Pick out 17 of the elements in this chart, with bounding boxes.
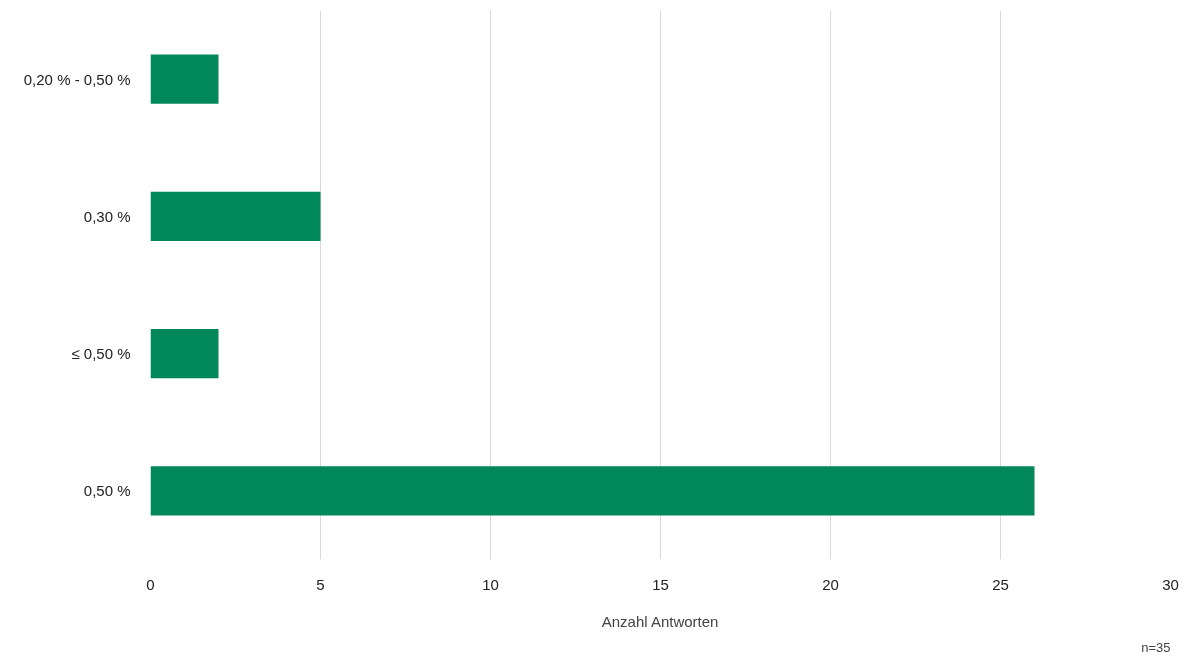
bar (150, 191, 321, 242)
x-tick-label: 30 (1162, 575, 1179, 593)
x-tick-label: 20 (822, 575, 839, 593)
bar (150, 466, 1035, 516)
text: n=35 (1141, 639, 1171, 655)
y-tick-label: 0,30 % (83, 207, 131, 225)
x-tick-label: 25 (992, 575, 1009, 593)
y-tick-label: 0,50 % (83, 482, 131, 500)
x-tick-label: 15 (652, 575, 669, 593)
x-tick-label: 10 (482, 575, 499, 593)
y-tick-label: ≤ 0,50 % (71, 345, 131, 363)
y-tick-label: 0,20 % - 0,50 % (23, 70, 131, 88)
x-axis-title: Anzahl Antworten (601, 612, 719, 630)
bar (150, 54, 219, 104)
x-tick-label: 0 (146, 575, 155, 593)
x-tick-label: 5 (316, 575, 325, 593)
bar (150, 328, 219, 379)
